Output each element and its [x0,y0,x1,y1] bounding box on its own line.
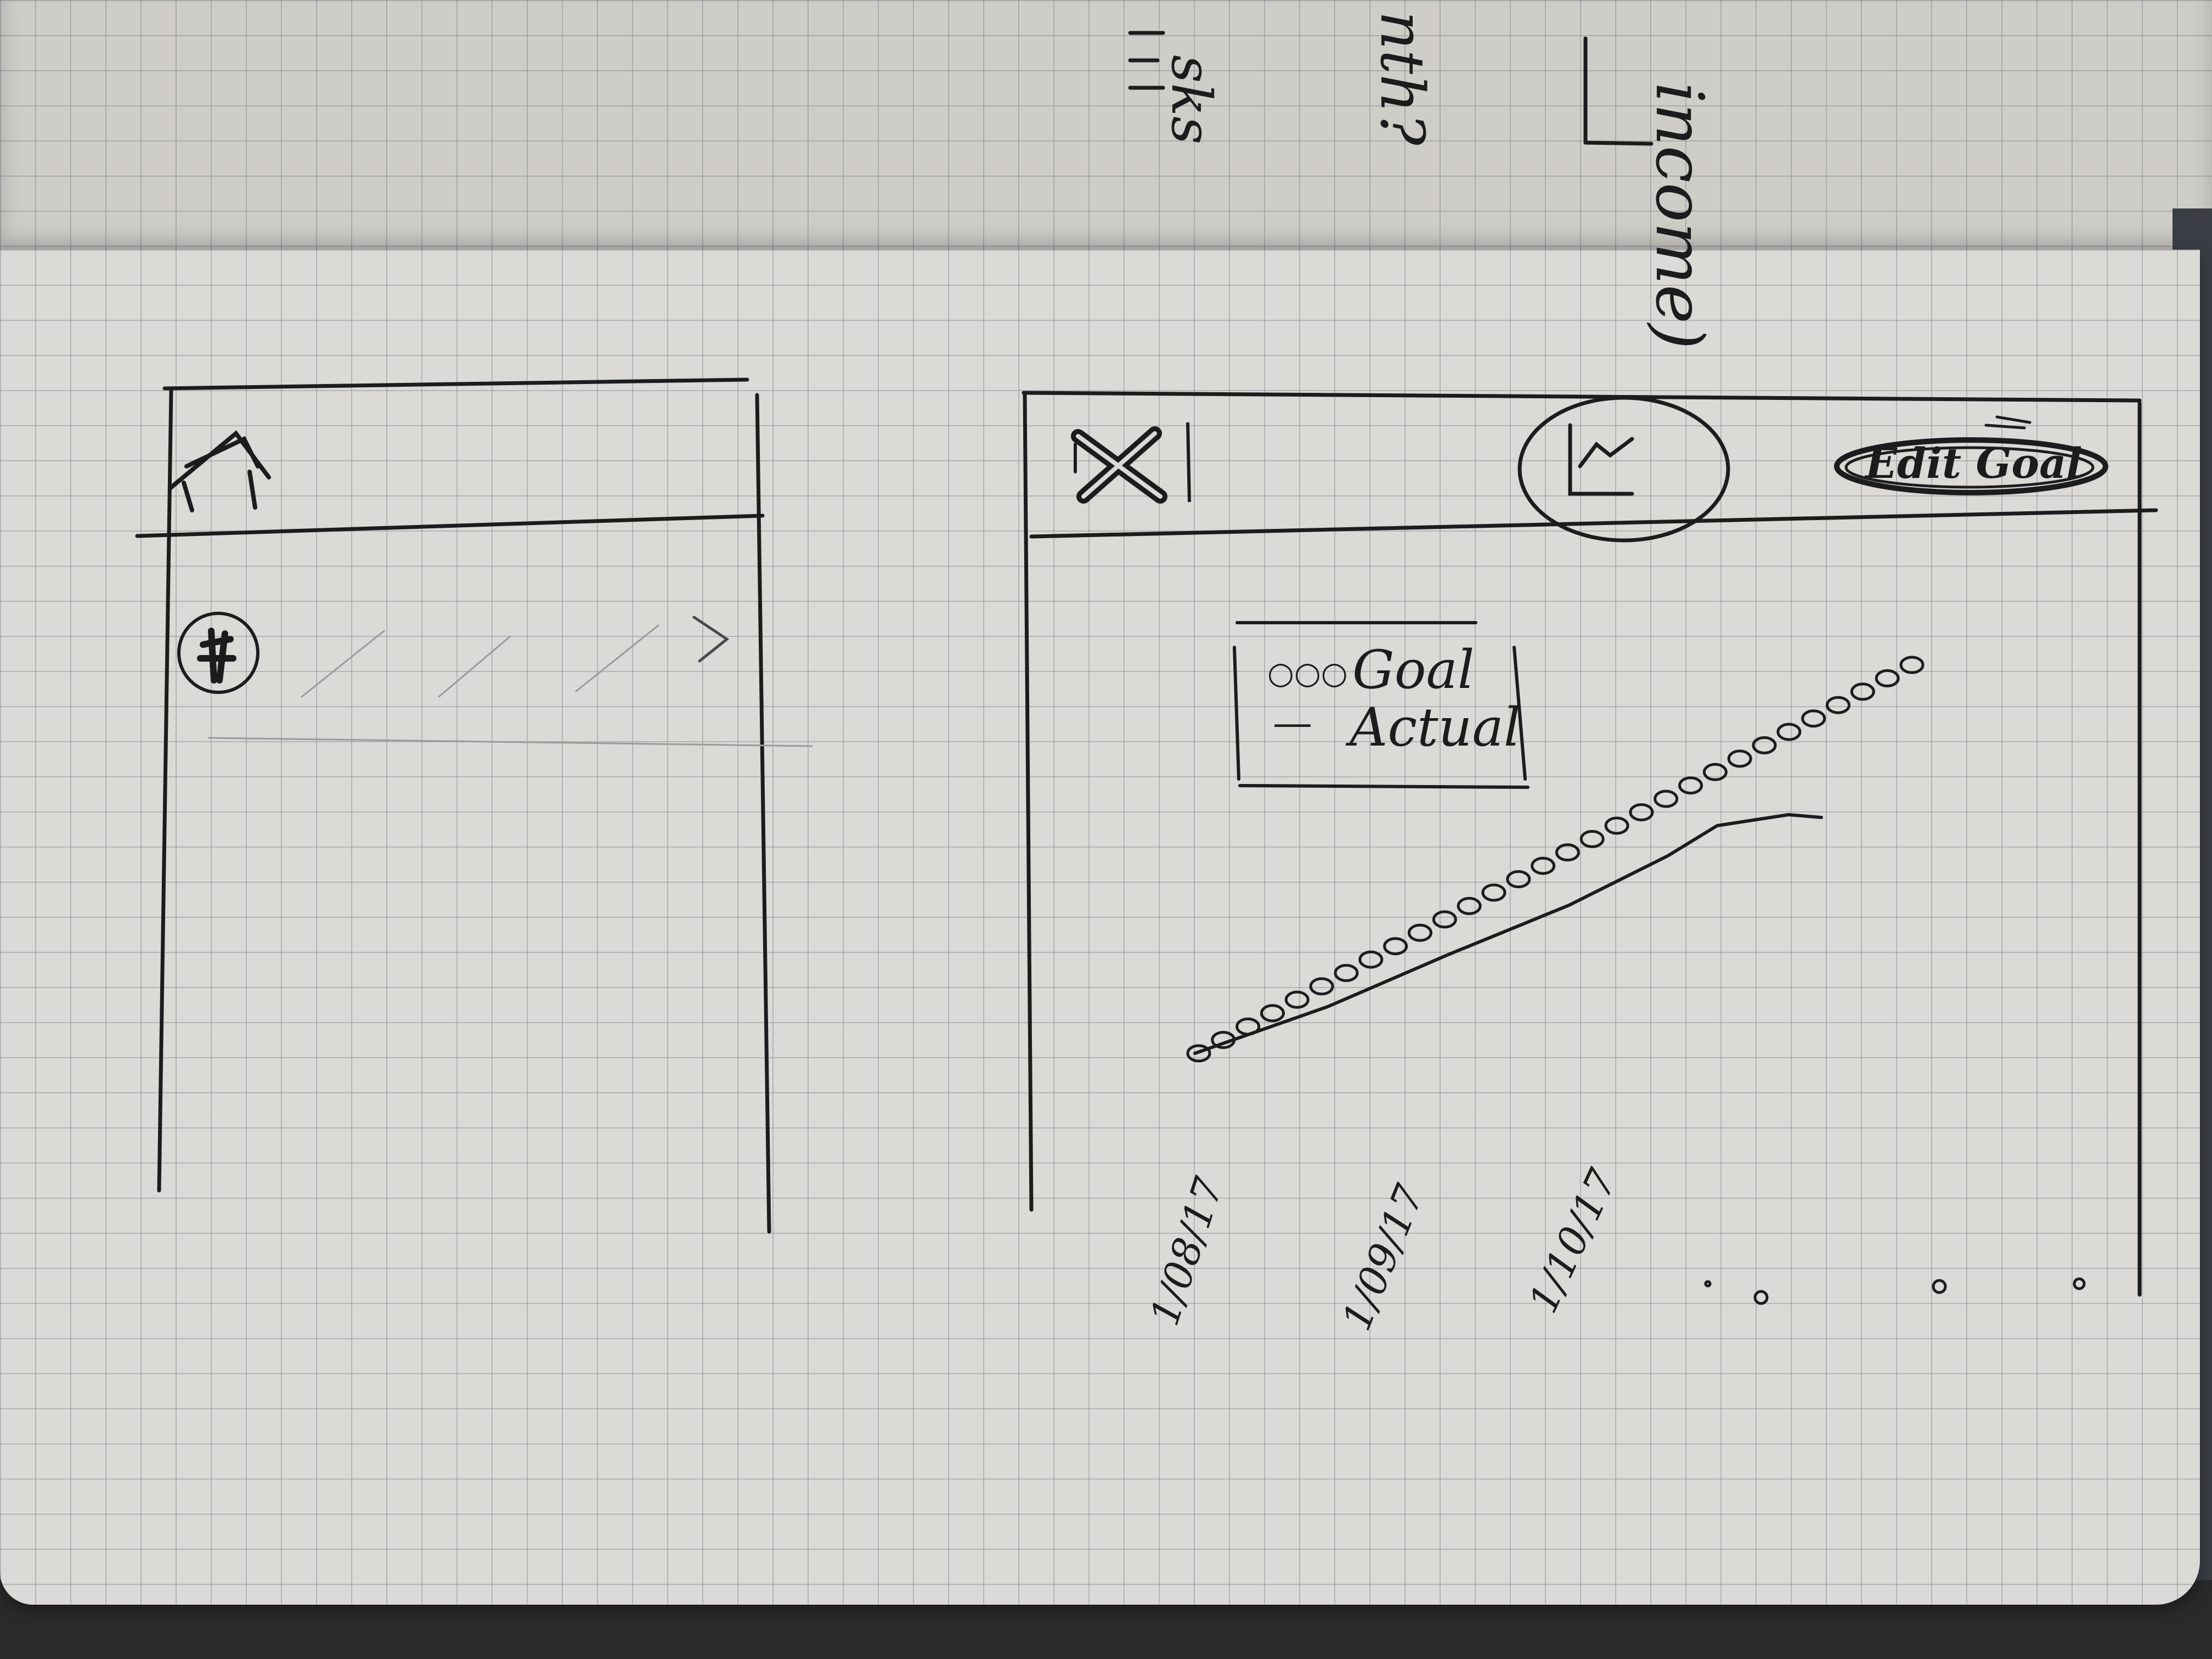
goal-point [1579,830,1605,848]
goal-point [1481,883,1506,902]
notebook-top-page [0,0,2212,258]
goal-point [1358,950,1384,969]
goal-point [1654,789,1679,808]
goal-point [1850,682,1875,701]
goal-point [1801,709,1826,728]
chart-tab-icon [1517,396,1730,543]
right-wireframe-top-edge [1022,391,2142,403]
goal-point [1727,749,1752,768]
x-axis-dots [1704,1277,2086,1305]
goal-point [1383,937,1408,956]
goal-point [1432,910,1457,929]
goal-point [1875,669,1900,687]
row-divider [207,737,813,747]
avatar [177,612,259,694]
x-axis-dot [1704,1280,1712,1288]
goal-point [1776,723,1802,741]
goal-point [1211,1031,1236,1049]
goal-point [1334,964,1359,982]
top-page-stroke [1583,140,1654,146]
right-wireframe-header-divider [1029,508,2158,539]
avatar-scribble [197,628,236,684]
goal-point [1260,1004,1285,1023]
goal-point [1678,776,1703,795]
goal-point [1457,896,1482,915]
goal-point [1752,736,1777,754]
edit-goal-button-label[interactable]: Edit Goal [1865,439,2083,488]
x-axis-dot [1932,1279,1947,1294]
goal-point [1826,696,1850,714]
left-wireframe-left-edge [157,388,173,1193]
goal-point [1531,856,1556,875]
legend-goal-label: Goal [1352,639,1475,701]
list-item-row [177,612,813,747]
left-wireframe-top-edge [162,377,749,391]
close-icon [1071,426,1167,504]
close-separator [1186,422,1191,503]
left-wireframe-header-divider [135,514,765,538]
x-axis-dot [1753,1290,1769,1305]
goal-point [1309,977,1334,996]
goal-point [1284,990,1310,1009]
goal-series [1186,656,1925,1063]
right-wireframe-left-edge [1023,393,1034,1212]
goal-point [1186,1044,1211,1063]
home-icon [168,430,271,512]
chart-legend-box [1233,621,1530,789]
placeholder-line [301,624,659,698]
left-wireframe-right-edge [755,393,771,1234]
edit-goal-button[interactable] [1834,415,2108,495]
goal-point [1604,816,1629,835]
goal-point [1555,843,1580,862]
legend-actual-label: Actual [1350,697,1521,758]
goal-point [1899,656,1925,674]
legend-actual-marker: — [1273,699,1312,746]
x-axis-dot [2073,1277,2086,1290]
goal-point [1629,803,1654,822]
chevron-right-icon [692,616,730,663]
actual-series-line [1193,812,1823,1055]
goal-point [1235,1017,1261,1036]
legend-goal-marker: ○○○ [1267,656,1348,691]
goal-point [1702,763,1728,781]
top-page-stroke [1128,31,1165,90]
goal-point [1407,923,1432,942]
goal-point [1506,870,1531,889]
